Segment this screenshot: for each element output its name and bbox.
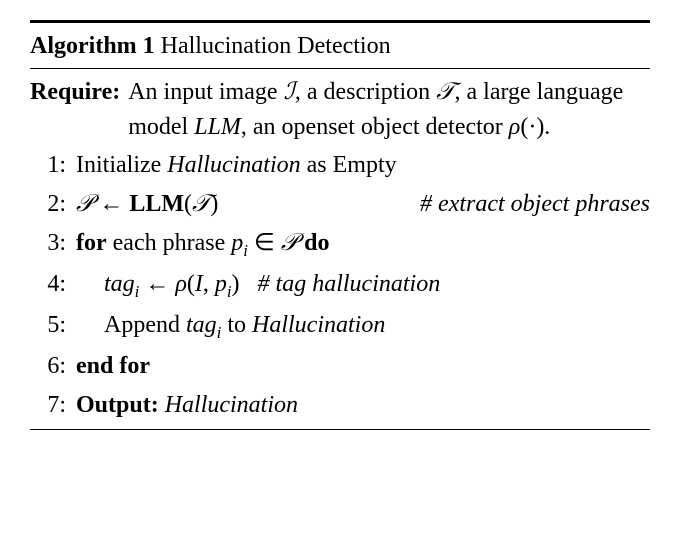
require-label: Require: xyxy=(30,75,120,110)
var-I: I xyxy=(195,271,203,297)
paren: ( xyxy=(184,191,192,217)
require-text: , a description xyxy=(295,79,436,105)
var-p: p xyxy=(215,271,227,297)
llm-text: LLM xyxy=(194,114,241,140)
llm-call: LLM xyxy=(129,191,184,217)
require-text: , an openset object detector xyxy=(241,114,509,140)
arrow: ← xyxy=(93,191,129,217)
algorithm-title: Algorithm 1 Hallucination Detection xyxy=(30,25,650,66)
symbol-T: 𝒯 xyxy=(192,191,210,217)
step-text: each phrase xyxy=(107,230,232,256)
step-number: 3: xyxy=(30,226,66,261)
endfor-keyword: end for xyxy=(76,353,150,379)
step-content: 𝒫 ← LLM(𝒯) # extract object phrases xyxy=(66,187,650,222)
step-text: Append xyxy=(104,312,186,338)
step-4: 4: tagi ← ρ(I, pi) # tag hallucination xyxy=(30,265,650,306)
step-3: 3: for each phrase pi ∈ 𝒫 do xyxy=(30,224,650,265)
algorithm-number: Algorithm 1 xyxy=(30,33,155,59)
step-6: 6: end for xyxy=(30,347,650,386)
var-p: p xyxy=(231,230,243,256)
step-text: to xyxy=(221,312,252,338)
symbol-I: ℐ xyxy=(284,79,295,105)
step-content: end for xyxy=(66,349,650,384)
paren: ) xyxy=(210,191,218,217)
step-content: Append tagi to Hallucination xyxy=(66,308,650,345)
step-comment: # extract object phrases xyxy=(420,187,650,222)
var-tag: tag xyxy=(186,312,217,338)
step-text: Initialize xyxy=(76,152,167,178)
step-text: as Empty xyxy=(301,152,397,178)
step-number: 4: xyxy=(30,267,66,302)
in-symbol: ∈ xyxy=(248,230,281,256)
symbol-P: 𝒫 xyxy=(281,230,298,256)
rho-symbol: ρ xyxy=(509,114,521,140)
step-main: 𝒫 ← LLM(𝒯) xyxy=(76,187,218,222)
step-number: 7: xyxy=(30,388,66,423)
step-content: Output: Hallucination xyxy=(66,388,650,423)
top-rule xyxy=(30,20,650,23)
step-number: 6: xyxy=(30,349,66,384)
hallucination-var: Hallucination xyxy=(165,392,298,418)
step-content: for each phrase pi ∈ 𝒫 do xyxy=(66,226,650,263)
algorithm-block: Algorithm 1 Hallucination Detection Requ… xyxy=(30,20,650,430)
paren: ) xyxy=(232,271,240,297)
arrow: ← xyxy=(139,271,175,297)
symbol-P: 𝒫 xyxy=(76,191,93,217)
require-text: An input image xyxy=(128,79,283,105)
algorithm-name: Hallucination Detection xyxy=(161,33,391,59)
require-text: (·). xyxy=(520,114,550,140)
paren: ( xyxy=(187,271,195,297)
do-keyword: do xyxy=(304,230,329,256)
step-content: Initialize Hallucination as Empty xyxy=(66,148,650,183)
step-content: tagi ← ρ(I, pi) # tag hallucination xyxy=(66,267,650,304)
comma: , xyxy=(203,271,215,297)
step-7: 7: Output: Hallucination xyxy=(30,386,650,425)
require-block: Require: An input image ℐ, a description… xyxy=(30,73,650,147)
require-content: An input image ℐ, a description 𝒯, a lar… xyxy=(120,75,650,145)
symbol-T: 𝒯 xyxy=(436,79,454,105)
var-tag: tag xyxy=(104,271,135,297)
step-number: 1: xyxy=(30,148,66,183)
step-number: 2: xyxy=(30,187,66,222)
bottom-rule xyxy=(30,429,650,430)
step-5: 5: Append tagi to Hallucination xyxy=(30,306,650,347)
rho-symbol: ρ xyxy=(175,271,187,297)
step-2: 2: 𝒫 ← LLM(𝒯) # extract object phrases xyxy=(30,185,650,224)
mid-rule xyxy=(30,68,650,69)
output-keyword: Output: xyxy=(76,392,159,418)
hallucination-var: Hallucination xyxy=(252,312,385,338)
for-keyword: for xyxy=(76,230,107,256)
step-1: 1: Initialize Hallucination as Empty xyxy=(30,146,650,185)
step-number: 5: xyxy=(30,308,66,343)
step-comment: # tag hallucination xyxy=(258,271,441,297)
hallucination-var: Hallucination xyxy=(167,152,300,178)
